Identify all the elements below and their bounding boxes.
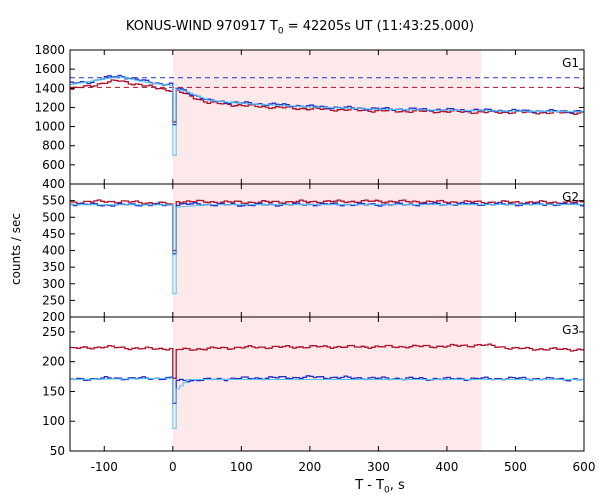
highlight-band-g3 <box>172 317 482 451</box>
cyan-series-g3 <box>70 377 584 429</box>
y-tick-label: 500 <box>42 210 65 224</box>
x-tick-label: 300 <box>367 460 390 474</box>
y-tick-label: 400 <box>42 244 65 258</box>
panel-label-g1: G1 <box>562 56 579 70</box>
cyan-series-g2 <box>70 204 584 295</box>
y-tick-label: 450 <box>42 227 65 241</box>
panel-label-g3: G3 <box>562 323 579 337</box>
chart-title: KONUS-WIND 970917 T0 = 42205s UT (11:43:… <box>125 19 475 37</box>
y-tick-label: 100 <box>42 414 65 428</box>
y-tick-label: 200 <box>42 355 65 369</box>
x-tick-label: 200 <box>298 460 321 474</box>
y-tick-label: 550 <box>42 194 65 208</box>
red-series-g3 <box>70 343 584 379</box>
cyan-series-g1 <box>70 76 584 156</box>
y-tick-label: 150 <box>42 384 65 398</box>
y-tick-label: 1000 <box>34 120 65 134</box>
x-tick-label: 600 <box>573 460 596 474</box>
x-tick-label: 400 <box>435 460 458 474</box>
x-tick-label: 0 <box>169 460 177 474</box>
panel-frame-g3 <box>69 316 585 452</box>
y-tick-label: 350 <box>42 260 65 274</box>
y-tick-label: 1600 <box>34 62 65 76</box>
y-tick-label: 400 <box>42 177 65 191</box>
y-tick-label: 50 <box>50 444 65 458</box>
x-tick-label: -100 <box>91 460 118 474</box>
y-tick-label: 200 <box>42 310 65 324</box>
y-tick-label: 600 <box>42 158 65 172</box>
highlight-band-g1 <box>172 50 482 184</box>
y-tick-label: 250 <box>42 293 65 307</box>
y-axis-label: counts / sec <box>9 213 23 286</box>
y-tick-label: 250 <box>42 325 65 339</box>
y-tick-label: 800 <box>42 139 65 153</box>
x-tick-label: 500 <box>504 460 527 474</box>
y-tick-label: 1800 <box>34 43 65 57</box>
y-tick-label: 1400 <box>34 81 65 95</box>
x-tick-label: 100 <box>230 460 253 474</box>
y-tick-label: 1200 <box>34 100 65 114</box>
x-axis-label: T - T0, s <box>355 478 405 496</box>
panel-label-g2: G2 <box>562 190 579 204</box>
highlight-band-g2 <box>172 184 482 317</box>
y-tick-label: 300 <box>42 277 65 291</box>
